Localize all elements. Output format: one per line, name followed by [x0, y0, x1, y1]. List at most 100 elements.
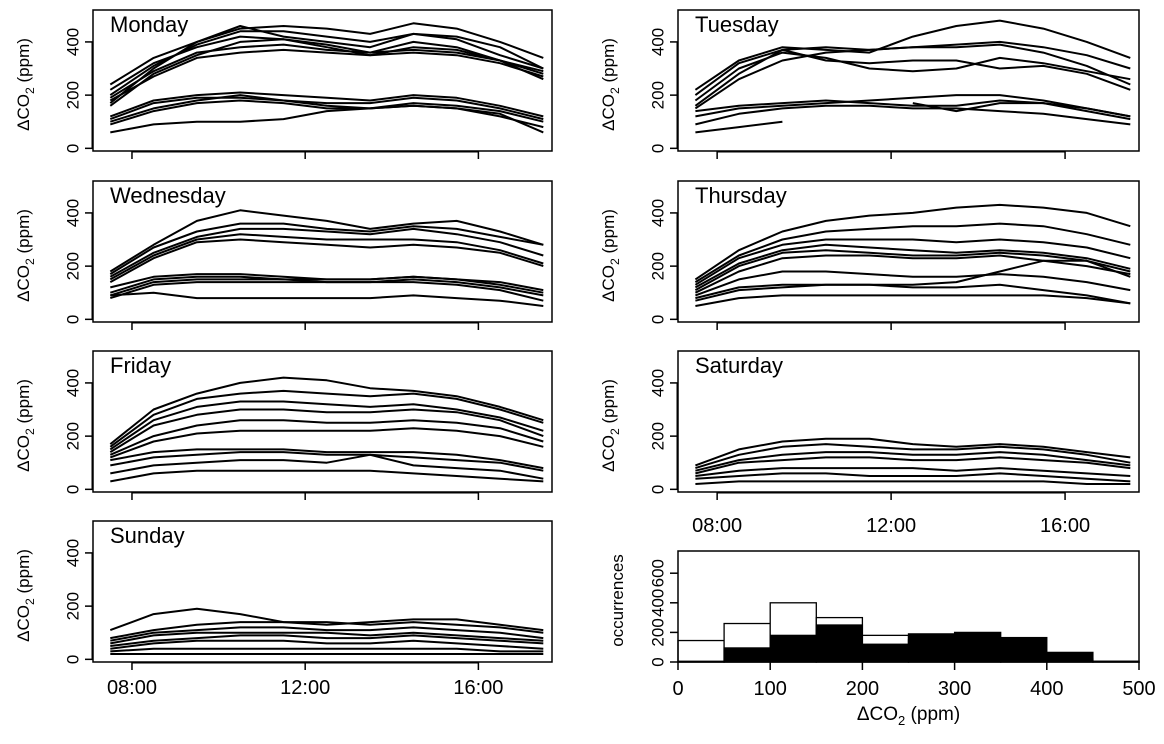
y-axis-label: ΔCO2 (ppm) — [14, 38, 37, 131]
series-line — [109, 233, 544, 281]
x-tick-label: 08:00 — [692, 515, 742, 537]
series-line — [695, 451, 1131, 472]
series-line — [109, 91, 544, 118]
y-tick-label: 200 — [649, 618, 668, 646]
series-group — [109, 209, 544, 307]
y-tick-label: 0 — [649, 144, 668, 153]
series-line — [694, 254, 1131, 294]
y-tick-label: 200 — [64, 592, 83, 620]
series-line — [109, 376, 544, 445]
x-axis-label: ΔCO2 (ppm) — [857, 704, 960, 728]
y-axis-label: ΔCO2 (ppm) — [599, 379, 622, 472]
series-line — [110, 631, 544, 645]
y-tick-label: 0 — [64, 144, 83, 153]
series-line — [694, 48, 1131, 107]
series-line — [110, 291, 544, 307]
series-line — [109, 40, 544, 99]
panel-title: Wednesday — [110, 183, 226, 208]
y-tick-label: 400 — [64, 28, 83, 56]
y-tick-label: 200 — [64, 252, 83, 280]
x-tick-label: 100 — [754, 678, 787, 700]
x-tick-label: 400 — [1030, 678, 1063, 700]
series-line — [109, 427, 544, 459]
x-tick-label: 16:00 — [453, 677, 503, 699]
series-line — [695, 270, 1131, 297]
series-line — [912, 102, 1131, 118]
y-tick-label: 0 — [64, 655, 83, 664]
series-group — [109, 607, 544, 655]
series-line — [695, 472, 1131, 483]
series-line — [109, 22, 544, 86]
series-line — [110, 104, 544, 134]
x-tick-label: 300 — [938, 678, 971, 700]
series-line — [109, 38, 544, 107]
series-line — [109, 419, 544, 456]
series-line — [110, 453, 544, 480]
panel-title: Tuesday — [695, 12, 779, 37]
series-line — [695, 467, 1131, 477]
series-line — [694, 43, 1131, 110]
y-tick-label: 200 — [64, 81, 83, 109]
histogram-bar — [723, 647, 771, 663]
series-line — [109, 222, 544, 275]
series-line — [695, 283, 1131, 305]
y-tick-label: 200 — [649, 422, 668, 450]
series-line — [110, 626, 544, 642]
series-line — [110, 275, 544, 294]
panel-wednesday: Wednesday 0 200 400 ΔCO2 (ppm) — [14, 180, 553, 330]
series-line — [694, 203, 1131, 281]
x-tick-label: 0 — [672, 678, 683, 700]
x-tick-label: 08:00 — [107, 677, 157, 699]
histogram-bar — [677, 639, 725, 663]
x-tick-label: 12:00 — [866, 515, 916, 537]
series-group — [109, 22, 544, 134]
series-group — [109, 376, 544, 483]
series-line — [109, 389, 544, 448]
series-line — [109, 408, 544, 453]
histogram-bar — [1000, 636, 1048, 663]
series-line — [110, 639, 544, 650]
panel-title: Sunday — [110, 523, 185, 548]
series-line — [694, 249, 1131, 291]
series-line — [110, 469, 544, 483]
y-tick-label: 200 — [64, 422, 83, 450]
y-axis-label: ΔCO2 (ppm) — [14, 379, 37, 472]
series-line — [109, 25, 544, 104]
series-line — [695, 456, 1131, 475]
panel-friday: Friday 0 200 400 ΔCO2 (ppm) — [14, 350, 553, 500]
y-tick-label: 0 — [64, 315, 83, 324]
panel-sunday: Sunday 0 200 400 ΔCO2 (ppm) 08:00 12:00 16:00 — [14, 520, 553, 699]
series-line — [110, 634, 544, 647]
series-line — [109, 238, 544, 283]
series-line — [110, 647, 544, 653]
series-line — [694, 40, 1131, 96]
series-line — [694, 222, 1131, 283]
panel-title: Thursday — [695, 183, 787, 208]
histogram-bar — [861, 643, 910, 663]
series-group — [694, 203, 1131, 307]
series-line — [695, 294, 1131, 307]
series-line — [695, 259, 1131, 300]
histogram-bar — [769, 634, 817, 663]
x-tick-label: 16:00 — [1040, 515, 1090, 537]
x-tick-label: 12:00 — [280, 677, 330, 699]
series-line — [695, 104, 1131, 126]
series-line — [694, 243, 1131, 289]
series-line — [695, 120, 783, 134]
y-tick-label: 0 — [64, 485, 83, 494]
series-line — [695, 437, 1131, 467]
panels-layer: Monday 0 200 400 ΔCO2 (ppm) Tuesday 0 200 400 ΔCO… — [14, 9, 1156, 728]
histogram-bar — [1046, 651, 1094, 663]
y-tick-label: 0 — [649, 315, 668, 324]
panel-title: Monday — [110, 12, 188, 37]
y-tick-label: 400 — [64, 539, 83, 567]
y-axis-label: occurrences — [608, 554, 627, 647]
y-tick-label: 400 — [64, 199, 83, 227]
y-tick-label: 200 — [649, 252, 668, 280]
histogram-bar — [907, 633, 956, 663]
series-line — [110, 94, 544, 123]
y-axis-label: ΔCO2 (ppm) — [599, 38, 622, 131]
panel-title: Saturday — [695, 353, 783, 378]
